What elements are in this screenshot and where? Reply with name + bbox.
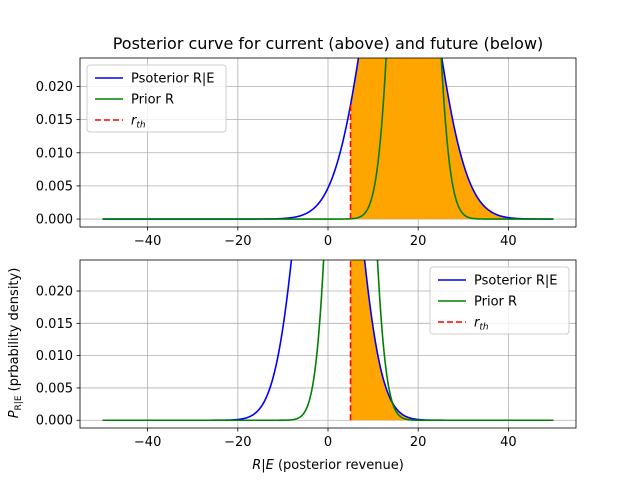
y-axis-label: PR|E (prbability density) — [7, 268, 24, 419]
x-tick-label: −20 — [224, 234, 251, 249]
x-tick-label: 40 — [500, 234, 517, 249]
x-tick-label: −40 — [134, 234, 161, 249]
y-tick-label: 0.005 — [36, 179, 73, 194]
legend: Psoterior R|E Prior R rth — [86, 64, 227, 133]
x-tick-label: −20 — [224, 435, 251, 450]
legend-box — [86, 64, 227, 133]
legend-threshold-label: rth — [474, 316, 489, 333]
x-tick-label: 20 — [410, 435, 427, 450]
x-axis-label: R|E (posterior revenue) — [252, 458, 404, 473]
legend-box — [429, 266, 570, 335]
y-tick-label: 0.010 — [36, 146, 73, 161]
shaded-area — [350, 260, 554, 421]
y-tick-label: 0.005 — [36, 381, 73, 396]
prior-curve — [102, 260, 554, 422]
y-tick-label: 0.000 — [36, 414, 73, 429]
x-tick-label: −40 — [134, 435, 161, 450]
y-tick-label: 0.020 — [36, 80, 73, 95]
x-tick-label: 40 — [500, 435, 517, 450]
shaded-area — [350, 58, 554, 220]
x-tick-label: 20 — [410, 234, 427, 249]
y-tick-label: 0.015 — [36, 317, 73, 332]
y-tick-label: 0.000 — [36, 213, 73, 228]
y-tick-label: 0.015 — [36, 113, 73, 128]
top-panel: −40 −20 0 20 40 0.000 0.005 0.010 0.015 0.020 Psot… — [36, 57, 577, 249]
plot-area — [102, 260, 554, 422]
bottom-panel: −40 −20 0 20 40 0.000 0.005 0.010 0.015 0.020 R|E … — [7, 259, 577, 473]
y-tick-label: 0.010 — [36, 349, 73, 364]
legend: Psoterior R|E Prior R rth — [429, 266, 570, 335]
legend-prior-label: Prior R — [131, 93, 174, 108]
legend-prior-label: Prior R — [474, 295, 517, 310]
plot-area — [102, 58, 554, 220]
x-tick-label: 0 — [324, 234, 332, 249]
y-tick-label: 0.020 — [36, 285, 73, 300]
figure-title: Posterior curve for current (above) and … — [113, 34, 544, 53]
legend-posterior-label: Psoterior R|E — [474, 274, 557, 289]
x-tick-label: 0 — [324, 435, 332, 450]
legend-posterior-label: Psoterior R|E — [131, 72, 214, 87]
legend-threshold-label: rth — [131, 114, 146, 131]
prior-curve — [102, 58, 554, 220]
